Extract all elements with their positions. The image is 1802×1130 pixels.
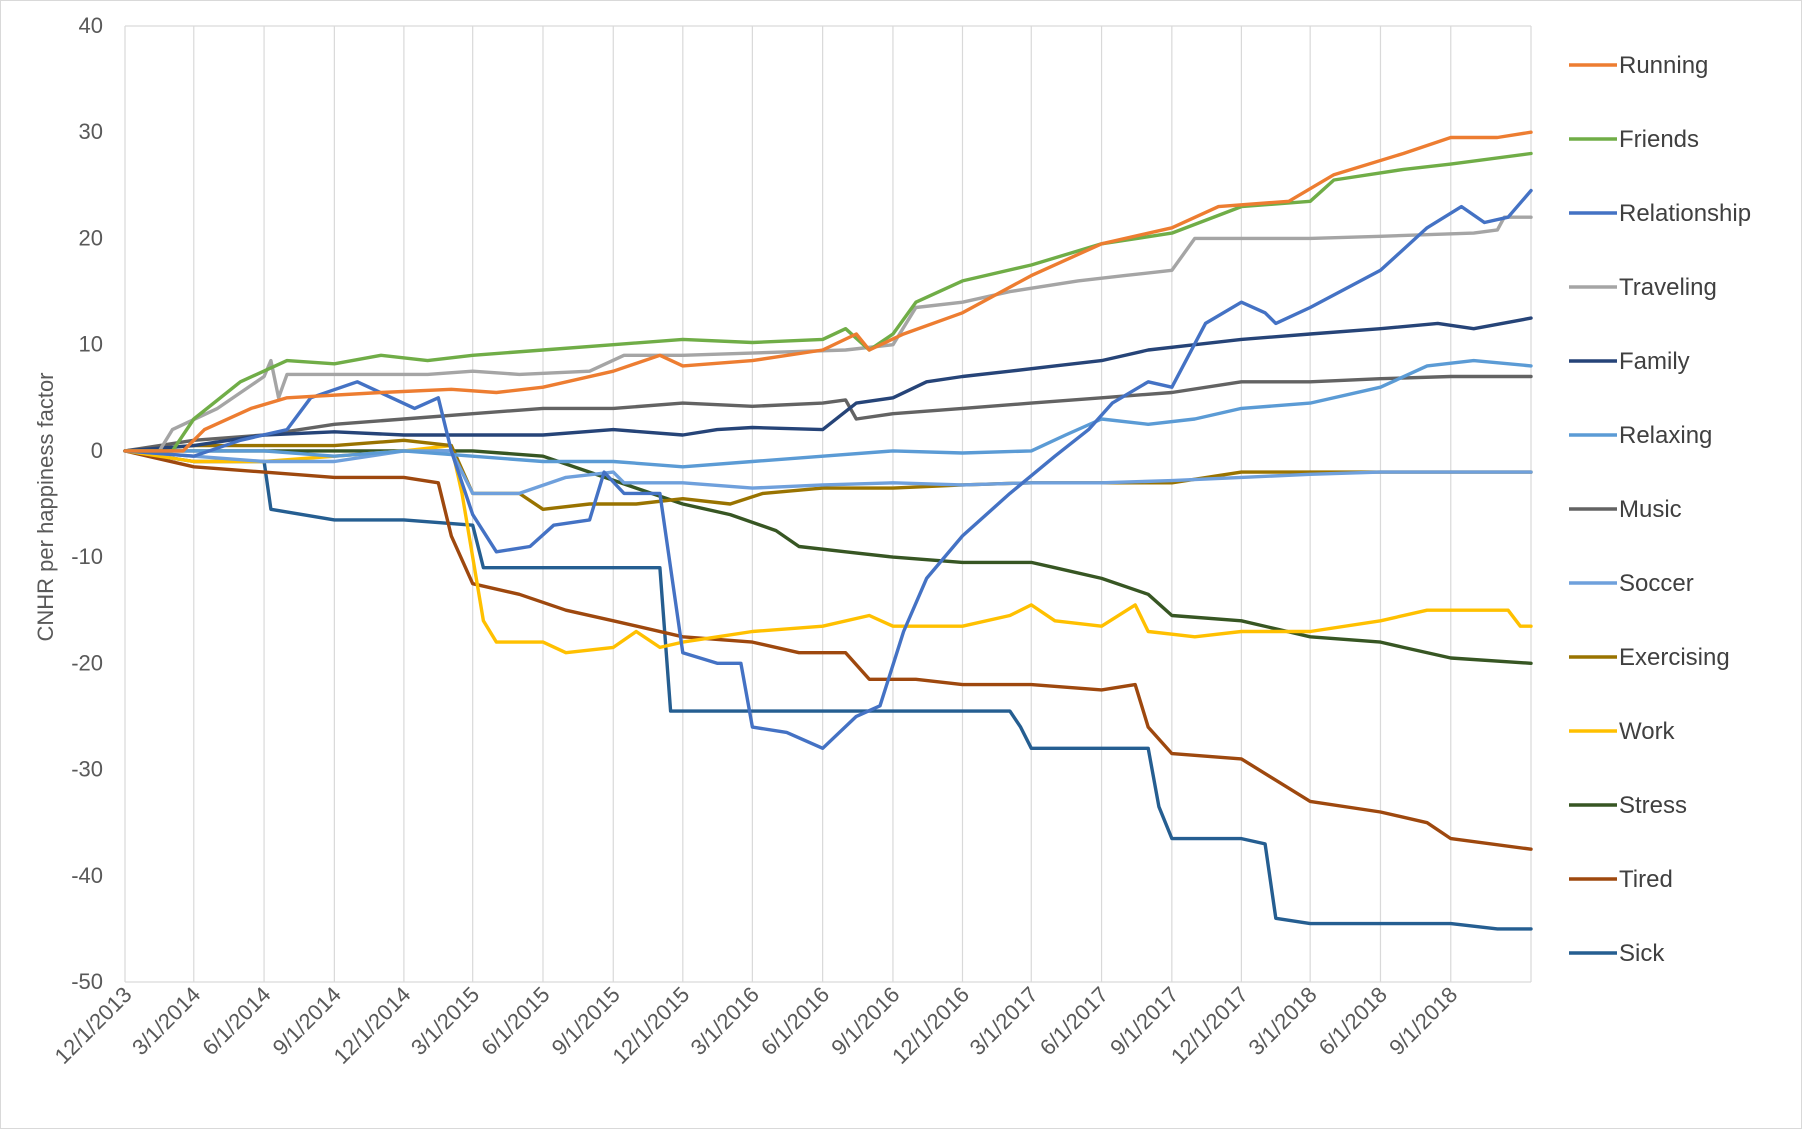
legend-item-traveling: Traveling — [1569, 274, 1717, 301]
legend-item-friends: Friends — [1569, 126, 1699, 153]
x-tick-label: 9/1/2018 — [1384, 982, 1462, 1060]
legend-label: Music — [1619, 496, 1682, 523]
series-line-stress — [123, 449, 1533, 665]
legend-item-relationship: Relationship — [1569, 200, 1751, 227]
legend: Running Friends Relationship Traveling Famil… — [1569, 52, 1751, 967]
legend-item-music: Music — [1569, 496, 1682, 523]
gridlines — [124, 25, 1532, 983]
y-tick-label: -30 — [71, 757, 103, 782]
x-tick-label: 12/1/2015 — [607, 982, 694, 1069]
y-tick-label: -50 — [71, 969, 103, 994]
legend-label: Exercising — [1619, 644, 1730, 671]
legend-item-running: Running — [1569, 52, 1708, 79]
x-tick-label: 12/1/2016 — [887, 982, 974, 1069]
series-line-relationship — [123, 188, 1533, 750]
y-tick-label: -40 — [71, 863, 103, 888]
x-tick-label: 12/1/2013 — [50, 982, 137, 1069]
x-tick-label: 3/1/2014 — [127, 982, 205, 1060]
legend-label: Tired — [1619, 866, 1673, 893]
legend-label: Relaxing — [1619, 422, 1712, 449]
y-tick-label: 10 — [79, 332, 103, 357]
x-tick-label: 6/1/2018 — [1314, 982, 1392, 1060]
series-line-music — [123, 374, 1533, 453]
series-line-running — [123, 130, 1533, 453]
x-tick-label: 12/1/2014 — [329, 982, 416, 1069]
x-tick-label: 6/1/2015 — [476, 982, 554, 1060]
series-line-soccer — [123, 449, 1533, 496]
legend-label: Soccer — [1619, 570, 1694, 597]
legend-label: Work — [1619, 718, 1676, 745]
legend-label: Running — [1619, 52, 1708, 79]
x-tick-label: 3/1/2017 — [965, 982, 1043, 1060]
legend-item-family: Family — [1569, 348, 1690, 375]
y-tick-label: -10 — [71, 544, 103, 569]
legend-label: Sick — [1619, 940, 1665, 967]
legend-item-stress: Stress — [1569, 792, 1687, 819]
legend-item-soccer: Soccer — [1569, 570, 1694, 597]
series-line-sick — [123, 449, 1533, 931]
x-tick-label: 3/1/2018 — [1243, 982, 1321, 1060]
y-tick-label: 30 — [79, 119, 103, 144]
y-axis-title: CNHR per happiness factor — [33, 372, 58, 641]
series-line-relaxing — [123, 358, 1533, 469]
legend-label: Friends — [1619, 126, 1699, 153]
y-axis-ticks: 40 30 20 10 0 -10 -20 -30 -40 -50 — [71, 13, 103, 994]
y-tick-label: 0 — [91, 438, 103, 463]
x-tick-label: 6/1/2014 — [197, 982, 275, 1060]
legend-item-relaxing: Relaxing — [1569, 422, 1712, 449]
y-tick-label: -20 — [71, 650, 103, 675]
legend-item-exercising: Exercising — [1569, 644, 1730, 671]
x-tick-label: 3/1/2015 — [406, 982, 484, 1060]
legend-label: Stress — [1619, 792, 1687, 819]
x-tick-label: 3/1/2016 — [686, 982, 764, 1060]
x-axis-ticks: 12/1/20133/1/20146/1/20149/1/201412/1/20… — [50, 982, 1463, 1069]
x-tick-label: 12/1/2017 — [1166, 982, 1253, 1069]
y-tick-label: 40 — [79, 13, 103, 38]
x-tick-label: 6/1/2017 — [1035, 982, 1113, 1060]
series-line-tired — [123, 449, 1533, 851]
legend-item-tired: Tired — [1569, 866, 1673, 893]
series-lines — [123, 130, 1533, 931]
legend-item-work: Work — [1569, 718, 1676, 745]
legend-label: Family — [1619, 348, 1690, 375]
series-line-traveling — [123, 215, 1533, 453]
x-tick-label: 6/1/2016 — [756, 982, 834, 1060]
legend-label: Relationship — [1619, 200, 1751, 227]
legend-label: Traveling — [1619, 274, 1717, 301]
y-tick-label: 20 — [79, 225, 103, 250]
legend-item-sick: Sick — [1569, 940, 1665, 967]
series-line-family — [123, 316, 1533, 453]
